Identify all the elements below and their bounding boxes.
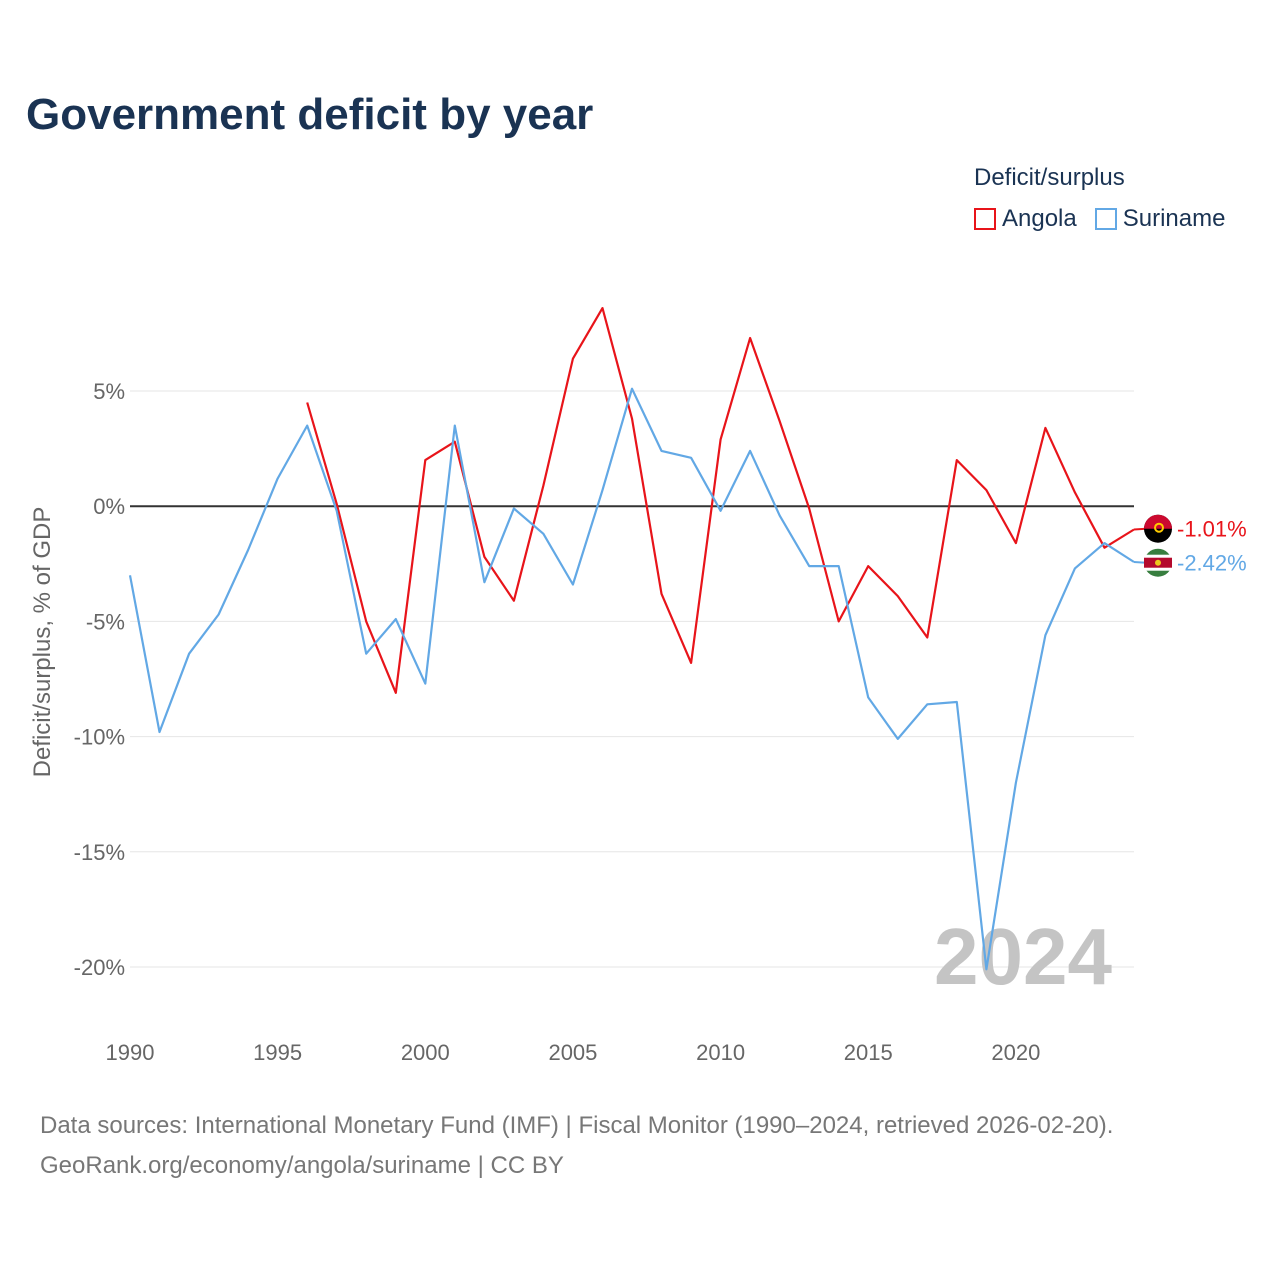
- data-source-note: Data sources: International Monetary Fun…: [40, 1106, 1113, 1186]
- series-line-suriname: [128, 387, 1135, 971]
- source-line-1: Data sources: International Monetary Fun…: [40, 1112, 1114, 1139]
- year-watermark: 2024: [934, 912, 1112, 1001]
- flag-angola-top: [1144, 514, 1172, 529]
- end-value-label-angola: -1.01%: [1177, 517, 1247, 542]
- x-axis-ticks: 1990 1995 2000 2005 2010 2015 2020: [106, 1040, 1041, 1065]
- x-tick-label: 2000: [401, 1040, 450, 1065]
- legend: Angola Suriname: [974, 205, 1243, 233]
- flag-angola-emblem: [1154, 522, 1164, 533]
- flag-angola-icon: [1144, 514, 1172, 543]
- x-tick-label: 1995: [253, 1040, 302, 1065]
- y-axis-label: Deficit/surplus, % of GDP: [29, 507, 56, 778]
- y-tick-label: -10%: [74, 725, 125, 750]
- grid-lines: [130, 390, 1134, 968]
- source-line-2[interactable]: GeoRank.org/economy/angola/suriname | CC…: [40, 1152, 564, 1179]
- x-tick-label: 2015: [844, 1040, 893, 1065]
- legend-swatch-angola: [974, 208, 996, 230]
- y-axis-ticks: 5% 0% -5% -10% -15% -20%: [74, 379, 125, 980]
- series-line-angola: [306, 307, 1135, 694]
- x-tick-label: 2020: [991, 1040, 1040, 1065]
- y-tick-label: -15%: [74, 840, 125, 865]
- legend-label-angola: Angola: [1002, 205, 1077, 232]
- y-tick-label: 0%: [93, 494, 125, 519]
- chart-title: Government deficit by year: [26, 90, 594, 139]
- legend-item-suriname[interactable]: Suriname: [1094, 205, 1226, 233]
- end-markers: -1.01% -2.42%: [1133, 514, 1247, 577]
- line-chart: 5% 0% -5% -10% -15% -20% 1990 1995 2000 2005 2010…: [29, 307, 1247, 1065]
- flag-suriname-icon: [1144, 548, 1172, 577]
- x-tick-label: 2010: [696, 1040, 745, 1065]
- flag-suriname-star: [1155, 559, 1161, 566]
- legend-item-angola[interactable]: Angola: [974, 205, 1077, 233]
- connector-angola: [1133, 527, 1147, 531]
- series-lines: [128, 307, 1135, 971]
- end-value-label-suriname: -2.42%: [1177, 551, 1247, 576]
- y-tick-label: 5%: [93, 379, 125, 404]
- x-tick-label: 1990: [106, 1040, 155, 1065]
- x-tick-label: 2005: [548, 1040, 597, 1065]
- y-tick-label: -5%: [86, 609, 125, 634]
- legend-title: Deficit/surplus: [974, 164, 1125, 191]
- y-tick-label: -20%: [74, 955, 125, 980]
- legend-swatch-suriname: [1094, 208, 1117, 230]
- legend-label-suriname: Suriname: [1122, 205, 1226, 232]
